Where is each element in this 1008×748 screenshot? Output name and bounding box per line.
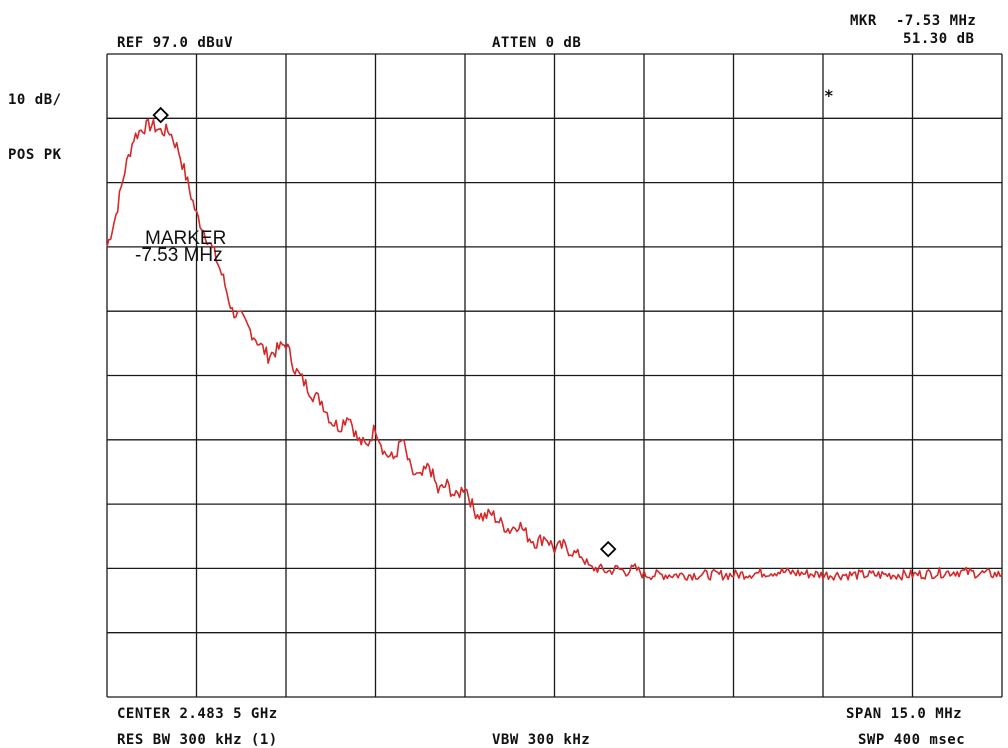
plot-grid (106, 53, 1003, 698)
marker-level-readout: 51.30 dB (903, 31, 975, 47)
ref-level-label: REF 97.0 dBuV (117, 35, 234, 51)
scale-label: 10 dB/ (8, 92, 62, 108)
peak-marker-diamond (152, 106, 169, 124)
asterisk-indicator: * (824, 86, 834, 105)
marker-note-line-1: MARKER (145, 228, 226, 249)
sweep-time-label: SWP 400 msec (858, 732, 966, 748)
span-label: SPAN 15.0 MHz (846, 706, 963, 722)
marker-layer (152, 106, 617, 558)
marker-frequency-readout: -7.53 MHz (896, 13, 977, 29)
center-frequency-label: CENTER 2.483 5 GHz (117, 706, 278, 722)
spectrum-trace (106, 118, 1003, 581)
video-bandwidth-label: VBW 300 kHz (492, 732, 591, 748)
delta-marker-diamond (599, 540, 617, 558)
marker-note-line-2: -7.53 MHz (135, 245, 223, 266)
trace-layer (106, 118, 1003, 581)
resolution-bandwidth-label: RES BW 300 kHz (1) (117, 732, 278, 748)
marker-readout-label: MKR (850, 13, 877, 29)
attenuation-label: ATTEN 0 dB (492, 35, 582, 51)
detector-mode-label: POS PK (8, 147, 62, 163)
